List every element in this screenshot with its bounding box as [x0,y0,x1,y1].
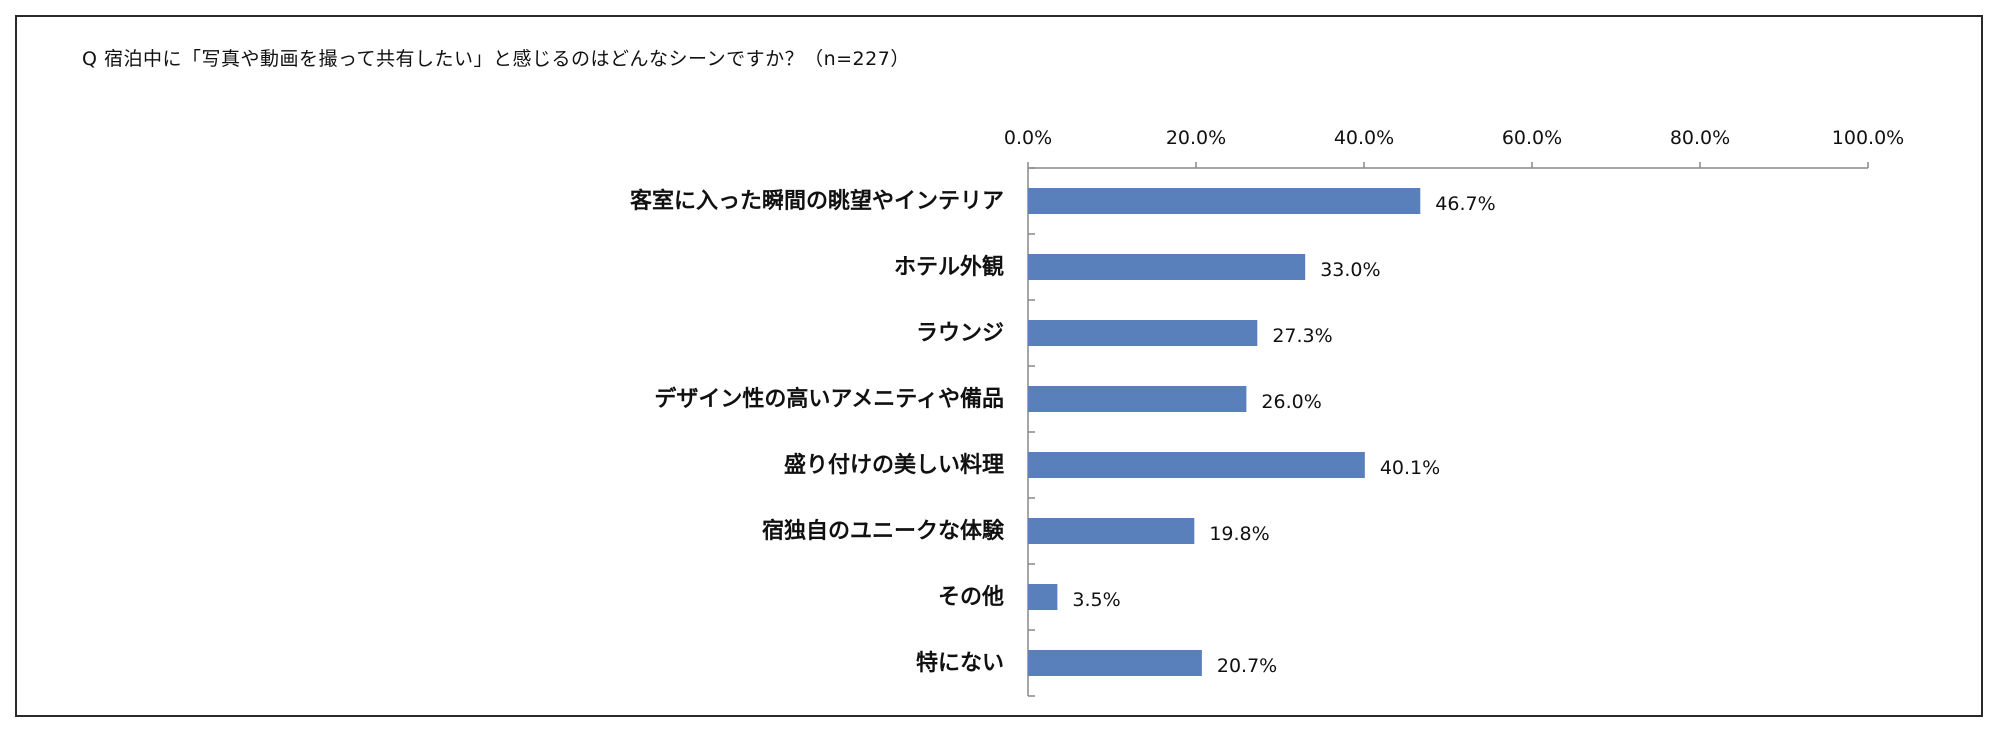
bar [1028,518,1195,544]
x-tick-label: 40.0% [1334,127,1394,149]
bar [1028,254,1306,280]
value-label: 40.1% [1380,457,1440,479]
x-tick-label: 100.0% [1832,127,1904,149]
category-label: デザイン性の高いアメニティや備品 [654,386,1004,412]
category-label: ホテル外観 [894,254,1004,280]
category-label: 客室に入った瞬間の眺望やインテリア [630,188,1004,214]
value-label: 26.0% [1261,391,1321,413]
bar [1028,452,1365,478]
x-tick-label: 80.0% [1670,127,1730,149]
bar [1028,650,1202,676]
bar [1028,584,1058,610]
bar [1028,188,1421,214]
chart-title: Q 宿泊中に「写真や動画を撮って共有したい」と感じるのはどんなシーンですか？（n… [82,48,910,70]
value-label: 27.3% [1272,325,1332,347]
bar [1028,320,1258,346]
value-label: 20.7% [1217,655,1277,677]
category-label: その他 [938,585,1004,610]
value-label: 19.8% [1209,523,1269,545]
x-tick-label: 0.0% [1004,127,1052,149]
category-label: 宿独自のユニークな体験 [762,518,1005,544]
chart-frame [15,15,1983,717]
category-label: 盛り付けの美しい料理 [784,452,1004,478]
value-label: 3.5% [1072,589,1120,611]
bar [1028,386,1247,412]
x-tick-label: 20.0% [1166,127,1226,149]
category-label: 特にない [916,650,1004,676]
category-label: ラウンジ [916,321,1004,346]
value-label: 33.0% [1320,259,1380,281]
x-tick-label: 60.0% [1502,127,1562,149]
value-label: 46.7% [1435,193,1495,215]
